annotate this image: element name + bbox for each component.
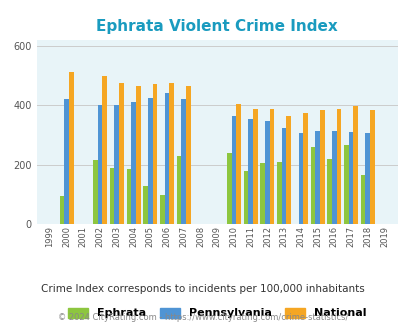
- Text: Crime Index corresponds to incidents per 100,000 inhabitants: Crime Index corresponds to incidents per…: [41, 284, 364, 294]
- Bar: [326, 159, 331, 224]
- Bar: [169, 83, 174, 224]
- Bar: [264, 121, 269, 224]
- Bar: [303, 113, 307, 224]
- Bar: [369, 110, 374, 224]
- Bar: [136, 86, 140, 224]
- Bar: [231, 115, 236, 224]
- Bar: [164, 93, 169, 224]
- Text: © 2024 CityRating.com - https://www.cityrating.com/crime-statistics/: © 2024 CityRating.com - https://www.city…: [58, 313, 347, 322]
- Bar: [236, 104, 241, 224]
- Bar: [181, 99, 185, 224]
- Legend: Ephrata, Pennsylvania, National: Ephrata, Pennsylvania, National: [68, 308, 365, 318]
- Bar: [114, 105, 119, 224]
- Bar: [69, 72, 73, 224]
- Bar: [336, 109, 341, 224]
- Bar: [352, 106, 357, 224]
- Bar: [269, 109, 274, 224]
- Bar: [260, 163, 264, 224]
- Bar: [160, 195, 164, 224]
- Bar: [119, 83, 124, 224]
- Bar: [252, 109, 257, 224]
- Bar: [314, 131, 319, 224]
- Bar: [364, 133, 369, 224]
- Bar: [298, 133, 303, 224]
- Bar: [131, 102, 136, 224]
- Bar: [348, 132, 352, 224]
- Bar: [152, 84, 157, 224]
- Bar: [331, 131, 336, 224]
- Bar: [109, 168, 114, 224]
- Bar: [243, 171, 248, 224]
- Bar: [60, 196, 64, 224]
- Bar: [185, 86, 190, 224]
- Bar: [98, 105, 102, 224]
- Bar: [343, 145, 348, 224]
- Bar: [248, 118, 252, 224]
- Bar: [102, 76, 107, 224]
- Bar: [226, 153, 231, 224]
- Bar: [286, 115, 290, 224]
- Bar: [64, 99, 69, 224]
- Title: Ephrata Violent Crime Index: Ephrata Violent Crime Index: [96, 19, 337, 34]
- Bar: [93, 160, 98, 224]
- Bar: [126, 169, 131, 224]
- Bar: [281, 127, 286, 224]
- Bar: [277, 162, 281, 224]
- Bar: [143, 186, 147, 224]
- Bar: [360, 175, 364, 224]
- Bar: [147, 98, 152, 224]
- Bar: [176, 156, 181, 224]
- Bar: [319, 110, 324, 224]
- Bar: [310, 147, 314, 224]
